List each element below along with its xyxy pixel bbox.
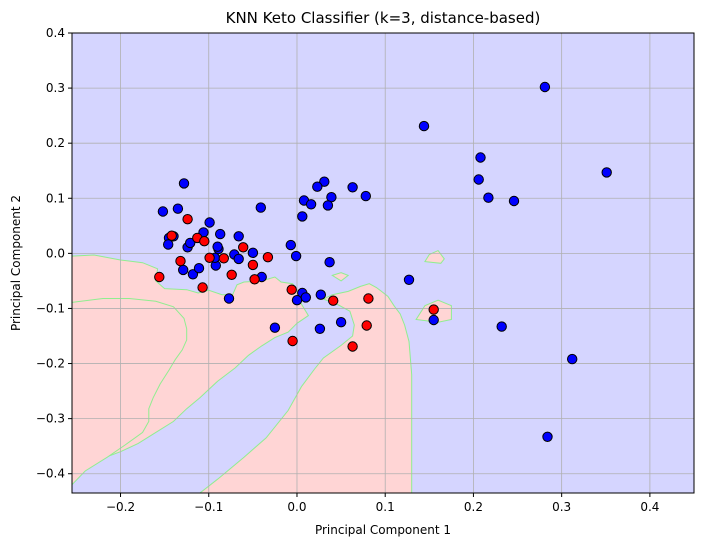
red-point: [154, 271, 165, 283]
red-point: [347, 341, 358, 352]
blue-point: [322, 200, 334, 211]
y-tick-label: 0.4: [46, 26, 65, 40]
blue-point: [215, 228, 226, 240]
red-point: [361, 320, 372, 331]
x-tick-label: 0.4: [640, 500, 659, 514]
blue-point: [473, 174, 484, 185]
blue-point: [324, 257, 335, 268]
y-tick-label: 0.0: [46, 246, 65, 260]
blue-point: [496, 321, 507, 332]
blue-point: [601, 167, 612, 178]
blue-point: [255, 202, 266, 213]
grid-lines: [72, 32, 694, 493]
blue-point: [297, 211, 308, 222]
blue-point: [418, 120, 430, 132]
blue-point: [233, 231, 244, 242]
decision-regions: [72, 33, 694, 493]
blue-point: [172, 203, 184, 214]
blue-point: [204, 217, 215, 228]
y-tick-label: 0.3: [46, 81, 65, 95]
blue-point: [319, 176, 330, 187]
red-region: [199, 283, 413, 493]
blue-point: [428, 314, 439, 326]
red-point: [175, 255, 186, 267]
x-tick-label: 0.0: [287, 500, 306, 514]
red-point: [428, 304, 439, 315]
red-point: [182, 214, 193, 225]
blue-point: [185, 237, 196, 249]
blue-point: [178, 264, 189, 276]
x-tick-label: 0.3: [552, 500, 571, 514]
red-point: [204, 252, 215, 263]
blue-point: [269, 322, 281, 333]
x-axis-label: Principal Component 1: [315, 523, 451, 537]
blue-point: [187, 269, 199, 280]
blue-point: [567, 353, 578, 365]
red-point: [328, 295, 339, 306]
red-region: [424, 249, 445, 264]
red-point: [262, 252, 274, 263]
blue-point: [247, 247, 259, 259]
blue-point: [542, 431, 553, 442]
y-axis-label: Principal Component 2: [9, 195, 23, 331]
y-tick-label: 0.1: [46, 191, 65, 205]
plot-frame: [71, 32, 695, 494]
blue-point: [305, 199, 317, 210]
y-tick-label: −0.1: [36, 301, 65, 315]
x-tick-label: −0.1: [194, 500, 223, 514]
blue-point: [315, 289, 326, 300]
blue-point: [403, 274, 415, 285]
red-point: [363, 293, 374, 304]
blue-point: [335, 317, 347, 328]
y-tick-label: −0.3: [36, 412, 65, 426]
chart-title: KNN Keto Classifier (k=3, distance-based…: [226, 9, 541, 27]
red-point: [199, 236, 210, 247]
y-tick-label: −0.4: [36, 467, 65, 481]
blue-point: [285, 239, 296, 251]
blue-point: [178, 178, 190, 189]
red-point: [249, 274, 260, 285]
blue-point: [312, 181, 323, 192]
blue-point: [163, 239, 174, 250]
red-region: [72, 298, 188, 486]
red-point: [218, 253, 230, 264]
blue-point: [233, 253, 244, 265]
red-region: [331, 272, 350, 282]
blue-point: [212, 241, 223, 252]
x-tick-label: 0.1: [376, 500, 395, 514]
x-tick-label: 0.2: [464, 500, 483, 514]
red-point: [247, 259, 259, 271]
blue-point: [314, 323, 326, 334]
blue-point: [300, 292, 311, 303]
blue-point: [508, 195, 520, 207]
red-point: [197, 282, 208, 293]
blue-point: [475, 152, 486, 163]
blue-point: [347, 182, 358, 193]
red-point: [238, 242, 249, 253]
blue-point: [157, 206, 169, 217]
x-tick-label: −0.2: [106, 500, 135, 514]
blue-point: [483, 192, 494, 203]
blue-point: [223, 293, 235, 304]
blue-point: [291, 295, 303, 306]
y-tick-label: 0.2: [46, 136, 65, 150]
red-point: [286, 284, 297, 295]
y-tick-label: −0.2: [36, 357, 65, 371]
blue-point: [539, 81, 551, 93]
blue-point: [290, 250, 302, 262]
blue-point: [360, 190, 371, 202]
red-point: [226, 269, 237, 280]
blue-point: [193, 263, 205, 274]
red-point: [166, 230, 177, 241]
red-point: [287, 335, 298, 347]
data-points: [154, 81, 612, 442]
axis-ticks: −0.2 −0.1 0.0 0.1 0.2 0.3 0.4 −0.4 −0.3 −0.2 −0.1 0…: [36, 26, 660, 514]
